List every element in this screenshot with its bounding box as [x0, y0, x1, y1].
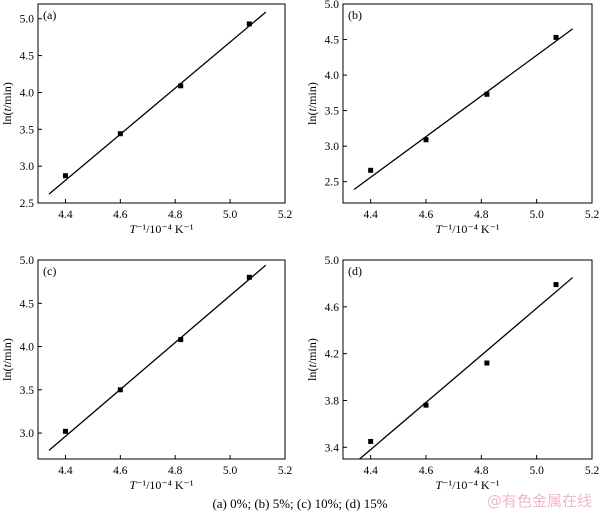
y-tick-label: 3.8 [325, 395, 340, 407]
x-tick-label: 4.6 [419, 465, 434, 477]
y-tick-label: 3.5 [325, 106, 340, 118]
y-tick-label: 4.0 [20, 342, 35, 354]
x-tick-label: 4.8 [168, 465, 183, 477]
plot-frame [342, 259, 593, 460]
y-tick-label: 3.4 [325, 442, 340, 454]
data-point [246, 21, 252, 27]
y-tick-label: 5.0 [325, 0, 340, 11]
y-tick-label: 3.5 [20, 124, 35, 136]
figure-caption: (a) 0%; (b) 5%; (c) 10%; (d) 15% [212, 496, 388, 511]
data-point [423, 137, 429, 143]
chart-panel-d: 4.4 4.6 4.8 5.0 5.2 3.4 3.8 4.2 4.6 5.0 T⁻¹/10⁻⁴ K… [305, 255, 599, 492]
x-tick-label: 4.8 [474, 209, 489, 221]
x-tick-label: 5.2 [585, 465, 600, 477]
x-tick-label: 5.0 [529, 209, 544, 221]
plot-frame [342, 3, 593, 204]
x-axis-label: T⁻¹/10⁻⁴ K⁻¹ [435, 222, 499, 236]
y-axis-label: ln(t/min) [305, 82, 319, 125]
data-point [62, 428, 68, 434]
chart-panel-b: 4.4 4.6 4.8 5.0 5.2 2.5 3.0 3.5 4.0 4.5 5.0 T⁻¹/10⁻… [305, 0, 599, 236]
data-point [178, 83, 184, 89]
y-tick-label: 4.6 [325, 302, 340, 314]
plot-frame [37, 3, 286, 204]
x-axis-label: T⁻¹/10⁻⁴ K⁻¹ [435, 478, 499, 492]
x-axis-label: T⁻¹/10⁻⁴ K⁻¹ [129, 478, 193, 492]
data-point [423, 402, 429, 408]
x-tick-label: 5.2 [585, 209, 600, 221]
y-tick-label: 4.0 [20, 87, 35, 99]
y-tick-label: 2.5 [325, 177, 340, 189]
y-tick-label: 4.0 [325, 70, 340, 82]
data-point [368, 438, 374, 444]
x-tick-label: 5.0 [223, 209, 238, 221]
y-tick-label: 2.5 [20, 198, 35, 210]
y-tick-label: 3.0 [20, 161, 35, 173]
x-tick-label: 4.4 [363, 209, 378, 221]
data-point [484, 360, 490, 366]
y-tick-label: 4.2 [325, 349, 340, 361]
x-tick-label: 4.8 [474, 465, 489, 477]
x-tick-label: 4.4 [58, 209, 73, 221]
y-tick-label: 5.0 [20, 14, 35, 26]
y-tick-label: 5.0 [20, 255, 35, 267]
panel-label: (c) [43, 264, 56, 278]
watermark: @有色金属在线 [486, 492, 592, 510]
chart-panel-a: 4.4 4.6 4.8 5.0 5.2 2.5 3.0 3.5 4.0 4.5 5.0 T⁻¹/10⁻… [0, 3, 293, 236]
data-point [117, 387, 123, 393]
fit-line [48, 264, 267, 451]
x-tick-label: 4.6 [113, 209, 128, 221]
data-point [117, 131, 123, 137]
chart-panel-c: 4.4 4.6 4.8 5.0 5.2 3.0 3.5 4.0 4.5 5.0 T⁻¹/10⁻⁴ K… [0, 255, 292, 492]
x-axis-label: T⁻¹/10⁻⁴ K⁻¹ [129, 222, 193, 236]
data-point [553, 282, 559, 288]
panel-label: (d) [348, 264, 362, 278]
x-tick-label: 4.4 [363, 465, 378, 477]
panel-label: (a) [43, 8, 56, 22]
data-point [368, 167, 374, 173]
data-point [484, 91, 490, 97]
y-tick-label: 4.5 [325, 35, 340, 47]
y-tick-label: 4.5 [20, 51, 35, 63]
x-tick-label: 4.6 [419, 209, 434, 221]
x-tick-label: 4.4 [58, 465, 73, 477]
data-point [178, 337, 184, 343]
data-point [62, 173, 68, 179]
plot-frame [37, 259, 286, 460]
y-tick-label: 3.5 [20, 385, 35, 397]
fit-line [353, 28, 574, 191]
x-tick-label: 5.0 [529, 465, 544, 477]
fit-line [359, 277, 574, 460]
y-axis-label: ln(t/min) [305, 338, 319, 381]
y-tick-label: 3.0 [325, 141, 340, 153]
x-tick-label: 4.6 [113, 465, 128, 477]
y-tick-label: 4.5 [20, 298, 35, 310]
x-tick-label: 4.8 [168, 209, 183, 221]
data-point [553, 34, 559, 40]
x-tick-label: 5.0 [223, 465, 238, 477]
data-point [246, 274, 252, 280]
x-tick-label: 5.2 [278, 209, 293, 221]
y-axis-label: ln(t/min) [0, 338, 14, 381]
y-axis-label: ln(t/min) [0, 82, 14, 125]
fit-line [48, 11, 267, 195]
x-tick-label: 5.2 [278, 465, 293, 477]
y-tick-label: 3.0 [20, 428, 35, 440]
panel-label: (b) [348, 8, 362, 22]
y-tick-label: 5.0 [325, 255, 340, 267]
